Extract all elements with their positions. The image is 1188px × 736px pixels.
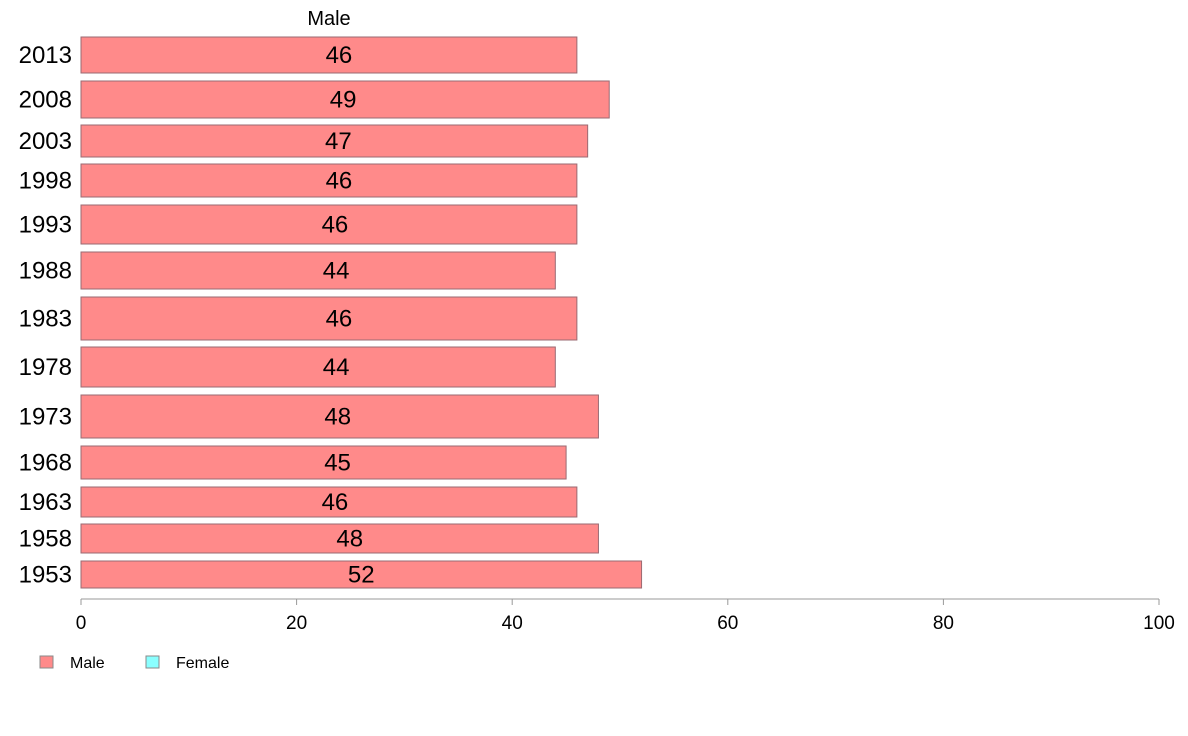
bar-1958 bbox=[80, 523, 599, 554]
data-label: 48 bbox=[336, 526, 363, 553]
x-tick-label: 0 bbox=[76, 613, 87, 634]
legend-swatch-male bbox=[39, 655, 54, 669]
bar-1993 bbox=[80, 204, 578, 245]
x-tick-label: 100 bbox=[1143, 613, 1175, 634]
bar-1963 bbox=[80, 486, 578, 518]
data-label: 49 bbox=[330, 87, 357, 114]
data-label: 44 bbox=[323, 258, 350, 285]
y-tick-label: 1988 bbox=[19, 258, 72, 285]
bar-1978 bbox=[80, 346, 556, 388]
y-tick-label: 1983 bbox=[19, 306, 72, 333]
x-tick-label: 80 bbox=[933, 613, 954, 634]
data-label: 45 bbox=[324, 450, 351, 477]
data-label: 46 bbox=[326, 168, 353, 195]
y-tick-label: 2013 bbox=[19, 42, 72, 69]
y-tick-label: 1968 bbox=[19, 450, 72, 477]
x-tick-label: 40 bbox=[502, 613, 523, 634]
data-label: 47 bbox=[325, 128, 352, 155]
data-label: 44 bbox=[323, 354, 350, 381]
bar-1973 bbox=[80, 394, 599, 439]
legend-swatch-female bbox=[145, 655, 160, 669]
data-label: 46 bbox=[322, 489, 349, 516]
bar-1988 bbox=[80, 251, 556, 290]
data-label: 52 bbox=[348, 562, 375, 589]
legend: Male Female bbox=[39, 655, 229, 672]
bar-2008 bbox=[80, 80, 610, 119]
x-axis: 0 20 40 60 80 100 bbox=[76, 598, 1175, 634]
x-tick-label: 20 bbox=[286, 613, 307, 634]
legend-label-female: Female bbox=[176, 655, 229, 672]
chart-title: Male bbox=[307, 8, 350, 30]
y-tick-label: 1993 bbox=[19, 212, 72, 239]
legend-label-male: Male bbox=[70, 655, 105, 672]
y-tick-label: 1963 bbox=[19, 489, 72, 516]
y-tick-label: 1958 bbox=[19, 526, 72, 553]
data-label: 48 bbox=[324, 404, 351, 431]
y-tick-label: 1978 bbox=[19, 354, 72, 381]
bar-2003 bbox=[80, 124, 589, 158]
y-tick-label: 2003 bbox=[19, 128, 72, 155]
bar-1953 bbox=[80, 560, 643, 589]
y-tick-label: 1953 bbox=[19, 562, 72, 589]
y-tick-label: 1998 bbox=[19, 168, 72, 195]
data-label: 46 bbox=[326, 42, 353, 69]
bar-1998 bbox=[80, 163, 578, 198]
bars-layer: 2013 46 2008 49 2003 47 1998 46 1993 46 1988 44 1983… bbox=[19, 36, 643, 589]
bar-2013 bbox=[80, 36, 578, 74]
y-tick-label: 2008 bbox=[19, 87, 72, 114]
bar-1983 bbox=[80, 296, 578, 341]
x-tick-label: 60 bbox=[717, 613, 738, 634]
data-label: 46 bbox=[322, 212, 349, 239]
y-tick-label: 1973 bbox=[19, 404, 72, 431]
data-label: 46 bbox=[326, 306, 353, 333]
bar-1968 bbox=[80, 445, 567, 480]
